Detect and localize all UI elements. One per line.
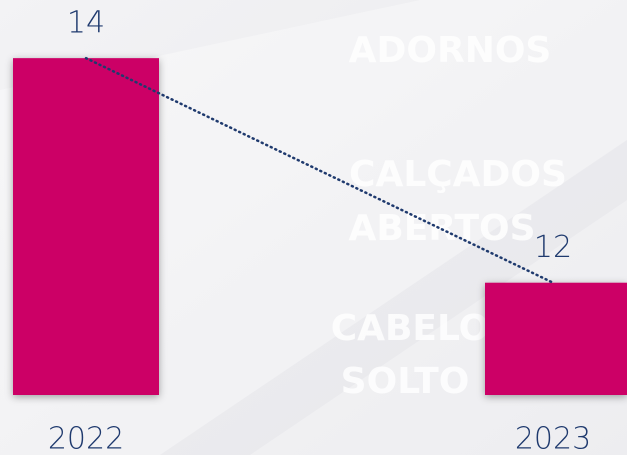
x-tick-label: 2022	[48, 422, 124, 455]
background-label: SOLTO	[341, 361, 470, 402]
background-label: CABELO	[331, 308, 490, 349]
background-label: CALÇADOS	[349, 154, 567, 195]
data-label: 14	[67, 6, 105, 41]
trendline	[84, 56, 555, 284]
data-label: 12	[534, 230, 572, 265]
x-tick-label: 2023	[515, 422, 591, 455]
bar	[485, 282, 627, 395]
bar	[13, 58, 159, 396]
background-label: ADORNOS	[349, 30, 552, 71]
